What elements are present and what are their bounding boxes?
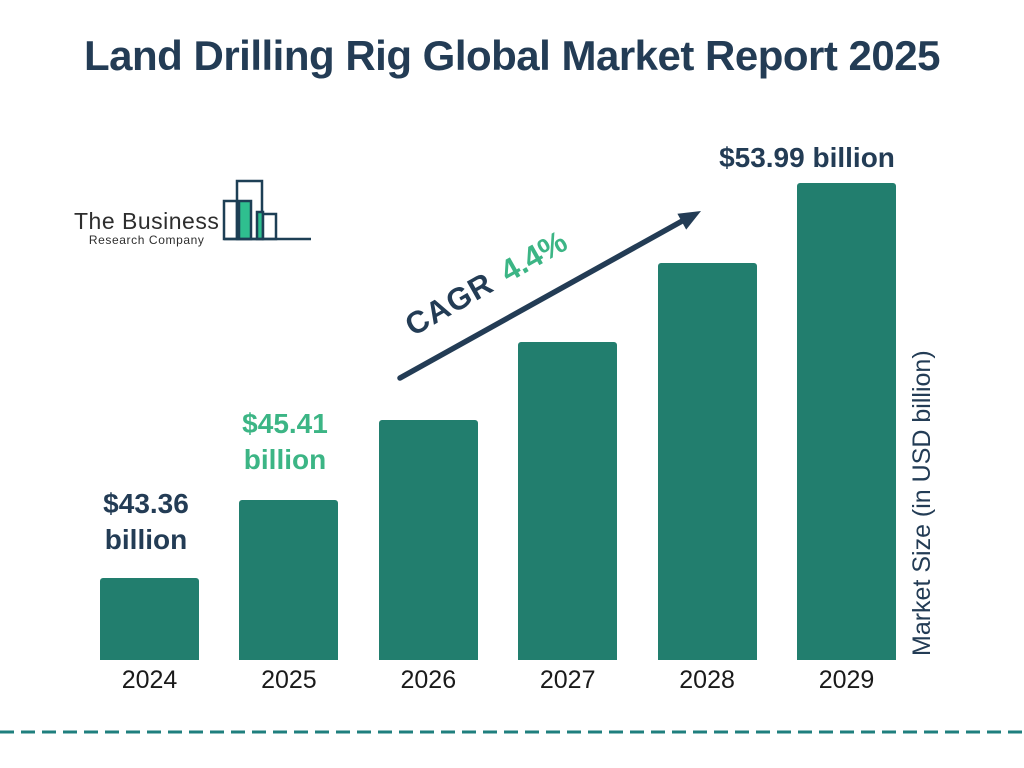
value-label-2025: $45.41 billion: [242, 408, 328, 475]
page-title: Land Drilling Rig Global Market Report 2…: [84, 32, 941, 79]
company-logo: The Business Research Company: [74, 178, 314, 247]
value-label-2024: $43.36 billion: [103, 488, 189, 555]
x-tick-2024: 2024: [121, 666, 178, 694]
bar-2027: [518, 342, 618, 660]
x-tick-2028: 2028: [679, 666, 735, 694]
bar-chart-logo-icon: [222, 178, 314, 247]
logo-name-line2: Research Company: [88, 233, 205, 247]
bar-2024: [100, 578, 199, 660]
logo-text: The Business Research Company: [74, 209, 219, 247]
x-tick-2026: 2026: [400, 666, 457, 694]
y-axis-label: Market Size (in USD billion): [908, 350, 936, 656]
bar-2025: [239, 500, 339, 660]
bar-2028: [657, 263, 757, 660]
x-tick-2029: 2029: [818, 666, 875, 694]
logo-name-line1: The Business: [74, 207, 220, 234]
value-label-2029: $53.99 billion: [719, 142, 895, 173]
bar-2029: [797, 183, 896, 660]
x-tick-2027: 2027: [539, 666, 596, 694]
x-tick-2025: 2025: [261, 666, 317, 694]
bottom-dashed-divider: [0, 730, 1024, 734]
bar-2026: [378, 420, 478, 660]
